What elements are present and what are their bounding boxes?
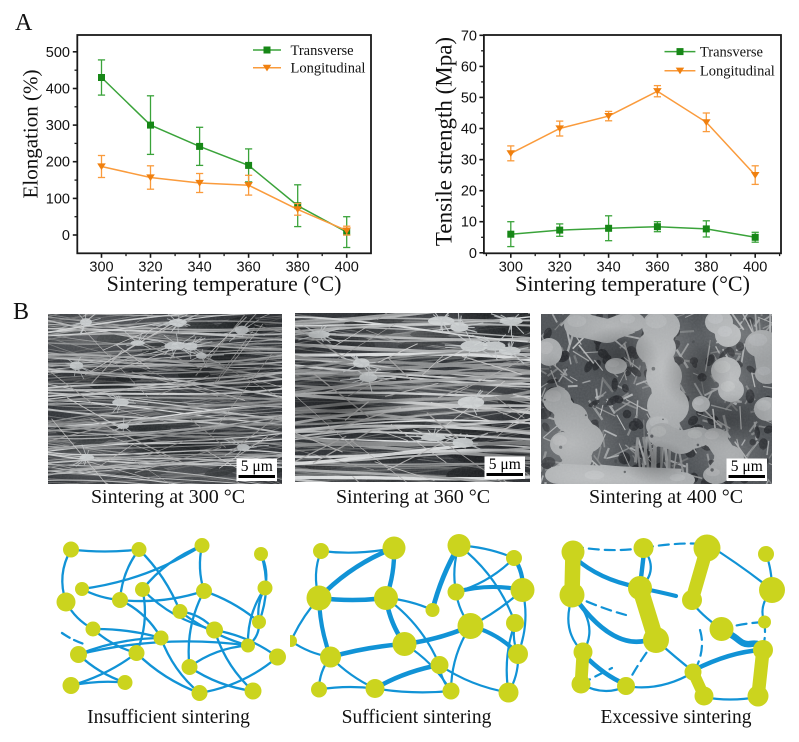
svg-text:5 μm: 5 μm [241, 458, 273, 475]
svg-text:300: 300 [499, 260, 523, 276]
svg-text:5 μm: 5 μm [489, 456, 521, 473]
svg-text:Sintering temperature (°C): Sintering temperature (°C) [107, 271, 342, 296]
svg-text:50: 50 [461, 90, 477, 106]
svg-text:40: 40 [461, 122, 477, 138]
svg-text:400: 400 [743, 260, 767, 276]
svg-text:300: 300 [46, 118, 70, 134]
svg-text:360: 360 [645, 260, 669, 276]
svg-text:320: 320 [548, 260, 572, 276]
svg-text:10: 10 [461, 215, 477, 231]
svg-text:100: 100 [46, 191, 70, 207]
svg-text:320: 320 [138, 260, 162, 276]
svg-text:60: 60 [461, 59, 477, 75]
svg-text:340: 340 [187, 260, 211, 276]
svg-text:0: 0 [469, 246, 477, 262]
svg-text:20: 20 [461, 184, 477, 200]
svg-text:Tensile strength (Mpa): Tensile strength (Mpa) [432, 37, 457, 246]
svg-text:Elongation (%): Elongation (%) [19, 70, 43, 199]
svg-text:380: 380 [694, 260, 718, 276]
svg-text:380: 380 [286, 260, 310, 276]
svg-text:Longitudinal: Longitudinal [700, 64, 775, 80]
svg-text:5 μm: 5 μm [731, 458, 763, 475]
svg-text:340: 340 [596, 260, 620, 276]
svg-text:360: 360 [236, 260, 260, 276]
svg-text:500: 500 [46, 45, 70, 61]
svg-text:400: 400 [335, 260, 359, 276]
svg-text:30: 30 [461, 153, 477, 169]
svg-text:Transverse: Transverse [700, 44, 763, 60]
svg-text:Sintering temperature (°C): Sintering temperature (°C) [515, 271, 750, 296]
svg-text:200: 200 [46, 155, 70, 171]
svg-text:Longitudinal: Longitudinal [291, 61, 366, 77]
svg-text:400: 400 [46, 82, 70, 98]
svg-text:Transverse: Transverse [291, 43, 354, 59]
svg-text:70: 70 [461, 28, 477, 44]
svg-text:0: 0 [62, 228, 70, 244]
svg-text:300: 300 [89, 260, 113, 276]
